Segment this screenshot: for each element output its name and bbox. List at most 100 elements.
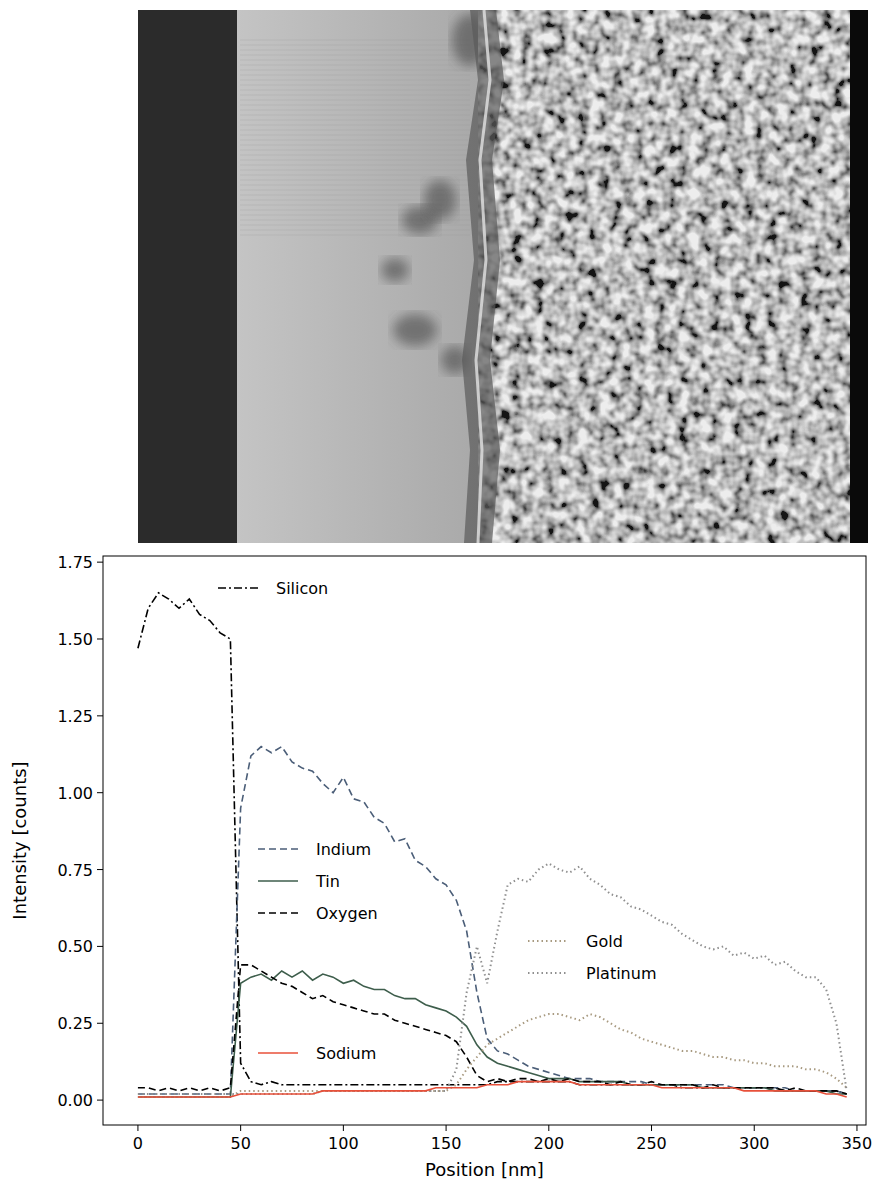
- striation: [240, 90, 470, 91]
- x-tick-label: 150: [431, 1134, 462, 1153]
- x-axis-title: Position [nm]: [425, 1159, 544, 1180]
- x-tick: [343, 1125, 344, 1131]
- legend: Silicon Indium Tin Oxygen Gold Platinum Sodium: [218, 579, 656, 1063]
- y-tick: [97, 562, 103, 563]
- series-line: [138, 971, 847, 1097]
- striation: [240, 150, 470, 151]
- striation: [240, 55, 470, 56]
- vacuum: [138, 10, 868, 543]
- striation: [240, 70, 470, 71]
- striation: [240, 50, 470, 51]
- x-tick: [651, 1125, 652, 1131]
- striation: [240, 130, 470, 131]
- substrate: [237, 10, 487, 543]
- edge: [850, 10, 868, 543]
- defect: [381, 258, 409, 282]
- series-line: [138, 1014, 847, 1097]
- y-tick: [97, 869, 103, 870]
- striation: [240, 135, 470, 136]
- interface: [462, 10, 504, 543]
- striation: [240, 105, 470, 106]
- legend-label: Oxygen: [316, 904, 378, 923]
- striation: [240, 230, 470, 231]
- legend-swatch: [258, 880, 298, 882]
- striation: [240, 140, 470, 141]
- legend-swatch: [218, 587, 258, 589]
- striation: [240, 115, 470, 116]
- x-tick: [446, 1125, 447, 1131]
- legend-label: Gold: [586, 932, 623, 951]
- x-tick-label: 0: [133, 1134, 143, 1153]
- legend-label: Sodium: [316, 1044, 376, 1063]
- coating: [478, 10, 850, 543]
- x-tick: [240, 1125, 241, 1131]
- series-line: [138, 593, 847, 1094]
- lines: [138, 593, 847, 1097]
- x-tick: [548, 1125, 549, 1131]
- legend-label: Silicon: [276, 579, 328, 598]
- striation: [240, 75, 470, 76]
- striation: [240, 145, 470, 146]
- series-line: [138, 863, 847, 1094]
- coating-grain: [478, 10, 850, 543]
- defect: [393, 314, 437, 346]
- striation: [240, 175, 470, 176]
- legend-swatch: [258, 912, 298, 914]
- x-tick: [856, 1125, 857, 1131]
- legend-label: Tin: [315, 872, 340, 891]
- y-tick: [97, 1100, 103, 1101]
- striation: [240, 125, 470, 126]
- legend-label: Indium: [316, 840, 371, 859]
- striation: [240, 40, 470, 41]
- legend-swatch: [528, 972, 568, 974]
- defect: [424, 180, 456, 220]
- y-tick: [97, 638, 103, 639]
- x-tick-label: 100: [328, 1134, 359, 1153]
- x-tick: [754, 1125, 755, 1131]
- legend-label: Platinum: [586, 964, 656, 983]
- striation: [240, 120, 470, 121]
- y-tick-label: 0.50: [57, 937, 93, 956]
- striation: [240, 235, 470, 236]
- striation: [240, 45, 470, 46]
- striation: [240, 95, 470, 96]
- striation: [240, 155, 470, 156]
- striation: [240, 100, 470, 101]
- x-tick: [137, 1125, 138, 1131]
- y-tick: [97, 792, 103, 793]
- y-tick-label: 1.75: [57, 553, 93, 572]
- y-tick-label: 0.00: [57, 1091, 93, 1110]
- x-tick-label: 350: [842, 1134, 873, 1153]
- x-tick-label: 300: [739, 1134, 770, 1153]
- y-tick: [97, 1023, 103, 1024]
- striation: [240, 60, 470, 61]
- striation: [240, 180, 470, 181]
- y-tick-label: 0.25: [57, 1014, 93, 1033]
- y-tick-label: 0.75: [57, 861, 93, 880]
- series-line: [138, 1082, 847, 1097]
- y-axis-title: Intensity [counts]: [9, 761, 30, 919]
- interface-edge: [476, 10, 490, 543]
- striation: [240, 160, 470, 161]
- legend-swatch: [258, 848, 298, 850]
- x-tick-label: 50: [230, 1134, 250, 1153]
- y-tick-label: 1.25: [57, 707, 93, 726]
- y-tick: [97, 715, 103, 716]
- y-tick: [97, 946, 103, 947]
- striation: [240, 85, 470, 86]
- micrograph: [138, 10, 868, 543]
- figure: 0 50 100 150 200 250 300 350 0.00 0.25 0.50 0.75 1.0…: [0, 0, 873, 1190]
- x-tick-label: 250: [636, 1134, 667, 1153]
- striation: [240, 110, 470, 111]
- legend-swatch: [258, 1052, 298, 1054]
- series-line: [138, 965, 847, 1094]
- striation: [240, 65, 470, 66]
- y-tick-label: 1.00: [57, 784, 93, 803]
- striation: [240, 170, 470, 171]
- x-tick-label: 200: [534, 1134, 565, 1153]
- legend-swatch: [528, 940, 568, 942]
- y-tick-label: 1.50: [57, 630, 93, 649]
- plot-frame: [103, 556, 866, 1125]
- striation: [240, 165, 470, 166]
- striation: [240, 80, 470, 81]
